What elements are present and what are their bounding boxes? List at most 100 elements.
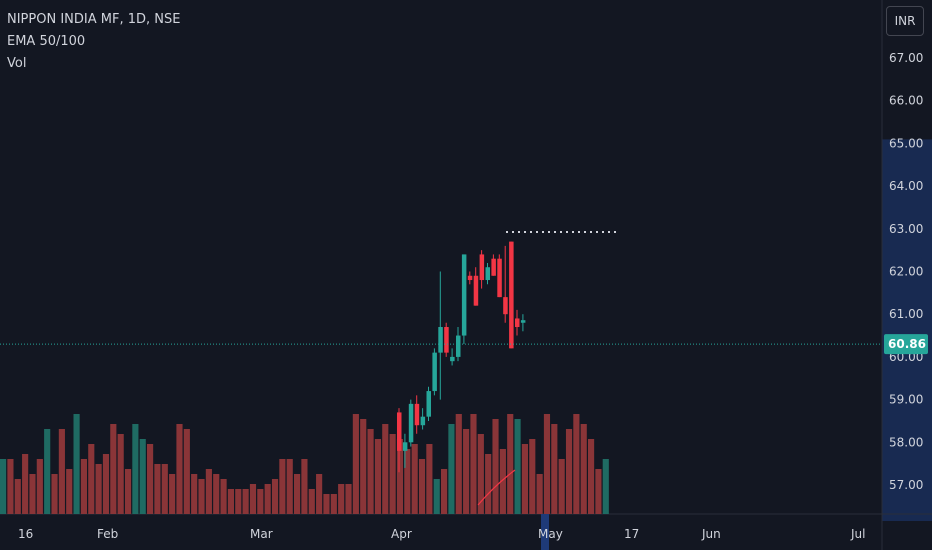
- volume-bar: [220, 479, 227, 514]
- volume-bar: [176, 424, 183, 514]
- volume-bar: [80, 459, 87, 514]
- volume-bar: [36, 459, 43, 514]
- volume-bar: [139, 439, 146, 514]
- volume-bar: [316, 474, 323, 514]
- last-price-label: 60.86: [888, 337, 926, 351]
- volume-bar: [463, 429, 470, 514]
- volume-bar: [308, 489, 315, 514]
- volume-bar: [191, 474, 198, 514]
- volume-bar: [235, 489, 242, 514]
- volume-bar: [382, 424, 389, 514]
- candle-body: [408, 403, 414, 443]
- volume-bar: [183, 429, 190, 514]
- volume-bar: [88, 444, 95, 514]
- volume-bar: [374, 439, 381, 514]
- ema-indicator-label[interactable]: EMA 50/100: [7, 34, 86, 49]
- candle-body: [520, 320, 526, 323]
- volume-bar: [404, 449, 411, 514]
- volume-bar: [102, 454, 110, 514]
- x-tick-label: Mar: [250, 527, 273, 541]
- volume-bar: [529, 439, 536, 514]
- volume-bar: [536, 474, 543, 514]
- x-tick-label: 16: [18, 527, 33, 541]
- volume-bar: [95, 464, 102, 514]
- currency-button[interactable]: INR: [886, 6, 924, 36]
- symbol-title[interactable]: NIPPON INDIA MF, 1D, NSE: [7, 12, 181, 27]
- volume-bar: [492, 419, 499, 514]
- volume-bar: [507, 414, 514, 514]
- volume-bar: [205, 469, 212, 514]
- y-tick-label: 66.00: [889, 94, 923, 108]
- price-range-band: [882, 139, 932, 521]
- candle-body: [456, 335, 461, 357]
- y-tick-label: 59.00: [889, 393, 923, 407]
- y-tick-label: 67.00: [889, 51, 923, 65]
- volume-bar: [418, 459, 426, 514]
- date-range-marker: [541, 514, 549, 550]
- candle-body: [491, 258, 496, 276]
- volume-bar: [477, 434, 484, 514]
- volume-bar: [124, 469, 132, 514]
- volume-bar: [330, 494, 337, 514]
- volume-bar: [264, 484, 271, 514]
- chart-legend: NIPPON INDIA MF, 1D, NSE EMA 50/100 Vol: [7, 9, 180, 75]
- volume-bar: [279, 459, 286, 514]
- volume-bar: [367, 429, 374, 514]
- volume-bar: [271, 479, 279, 514]
- x-tick-label: 17: [624, 527, 639, 541]
- candle-body: [432, 352, 437, 392]
- x-tick-label: May: [538, 527, 563, 541]
- volume-indicator-label[interactable]: Vol: [7, 56, 27, 71]
- volume-bar: [580, 424, 587, 514]
- volume-bar: [521, 444, 528, 514]
- candle-body: [515, 318, 520, 328]
- volume-bar: [485, 454, 492, 514]
- volume-bar: [551, 424, 558, 514]
- volume-bar: [66, 469, 73, 514]
- candle-body: [479, 254, 485, 281]
- candle-body: [444, 327, 449, 353]
- volume-bar: [29, 474, 36, 514]
- volume-bar: [294, 474, 301, 514]
- volume-bar: [558, 459, 565, 514]
- y-tick-label: 64.00: [889, 179, 923, 193]
- volume-bar: [345, 484, 352, 514]
- y-tick-label: 58.00: [889, 435, 923, 449]
- volume-bar: [426, 444, 433, 514]
- candle-body: [426, 391, 431, 417]
- volume-bar: [147, 444, 154, 514]
- candle-body: [485, 267, 490, 281]
- candle-body: [402, 442, 408, 451]
- candle-body: [503, 297, 508, 315]
- volume-bar: [352, 414, 359, 514]
- volume-bar: [338, 484, 345, 514]
- volume-bar: [51, 474, 58, 514]
- y-tick-label: 61.00: [889, 307, 923, 321]
- x-tick-label: Jul: [850, 527, 865, 541]
- volume-bar: [595, 469, 602, 514]
- volume-bar: [198, 479, 205, 514]
- volume-bar: [602, 459, 609, 514]
- candle-body: [438, 327, 443, 353]
- y-tick-label: 63.00: [889, 222, 923, 236]
- candle-body: [420, 416, 426, 426]
- volume-bar: [396, 439, 404, 514]
- x-tick-label: Jun: [701, 527, 721, 541]
- volume-bar: [573, 414, 580, 514]
- candle-body: [461, 254, 467, 336]
- volume-bar: [249, 484, 257, 514]
- volume-bar: [360, 419, 367, 514]
- volume-bar: [44, 429, 51, 514]
- volume-bar: [433, 479, 440, 514]
- volume-bar: [565, 429, 573, 514]
- x-tick-label: Apr: [391, 527, 412, 541]
- volume-bar: [514, 419, 521, 514]
- last-price-tag: [884, 334, 928, 355]
- volume-bar: [323, 494, 330, 514]
- candle-body: [509, 241, 514, 349]
- volume-bar: [543, 414, 551, 514]
- volume-bar: [154, 464, 161, 514]
- volume-bar: [470, 414, 477, 514]
